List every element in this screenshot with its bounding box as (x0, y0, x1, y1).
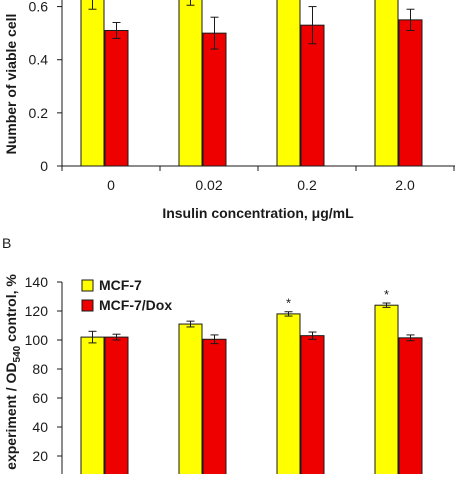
a-y-tick-label: 0.6 (29, 0, 49, 15)
b-bar-s2-1 (202, 338, 227, 479)
panel-b-y-axis-title: experiment / OD540 control, % (3, 274, 23, 470)
b-y-tick-label: 20 (32, 448, 48, 464)
b-y-tick-label: 100 (25, 332, 49, 348)
b-significance-marker: * (384, 287, 389, 302)
panel-b-letter: B (2, 235, 11, 251)
a-bar-s1-3 (374, 0, 399, 167)
panel-b-bars: ** (80, 287, 423, 479)
b-y-tick-label: 140 (25, 274, 49, 290)
panel-a-tick-labels: 0 0.2 0.4 0.6 0 0.02 0.2 2.0 (29, 0, 415, 193)
a-bar-s1-1 (178, 0, 203, 167)
b-significance-marker: * (286, 296, 291, 311)
a-bar-s2-0 (104, 29, 129, 167)
a-x-tick-label: 2.0 (395, 177, 415, 193)
b-bar-s1-3 (374, 304, 399, 479)
a-bar-s2-1 (202, 32, 227, 167)
a-y-tick-label: 0.4 (29, 52, 49, 68)
panel-a-chart: Number of viable cell 0 0.2 0.4 0.6 0 0.02 0.2… (3, 0, 455, 221)
b-bar-s1-1 (178, 323, 203, 479)
b-bar-s1-0 (80, 336, 105, 479)
a-bar-s2-3 (398, 19, 423, 167)
panel-b-y-axis-title-part: control, % (3, 274, 19, 346)
b-bar-s2-2 (300, 335, 325, 479)
b-y-tick-label: 40 (32, 419, 48, 435)
a-x-tick-label: 0.2 (297, 177, 317, 193)
b-y-tick-label: 60 (32, 390, 48, 406)
a-y-tick-label: 0 (40, 158, 48, 174)
legend-swatch-mcf7-dox (81, 299, 94, 312)
a-x-tick-label: 0 (107, 177, 115, 193)
legend-label-mcf7: MCF-7 (99, 277, 142, 293)
panel-a-x-axis-title: Insulin concentration, μg/mL (162, 205, 354, 221)
panel-b-tick-labels: 20 40 60 80 100 120 140 (25, 274, 49, 464)
legend-swatch-mcf7 (81, 279, 94, 292)
a-bar-s1-0 (80, 0, 105, 167)
legend-label-mcf7-dox: MCF-7/Dox (99, 297, 172, 313)
a-x-tick-label: 0.02 (195, 177, 222, 193)
b-bar-s2-0 (104, 336, 129, 479)
panel-b-axes (57, 281, 63, 474)
a-y-tick-label: 0.2 (29, 105, 49, 121)
b-y-tick-label: 80 (32, 361, 48, 377)
a-bar-s2-2 (300, 24, 325, 167)
a-bar-s1-2 (276, 0, 301, 167)
b-y-tick-label: 120 (25, 303, 49, 319)
panel-a-bars (80, 0, 423, 167)
panel-a-y-axis-title: Number of viable cell (3, 14, 19, 155)
b-bar-s1-2 (276, 313, 301, 479)
panel-b-y-axis-title-part: experiment / OD (3, 362, 19, 469)
panel-b-chart: B experiment / OD540 control, % ** 20406… (2, 235, 423, 479)
panel-b-y-axis-title-part: 540 (12, 345, 23, 362)
panel-b-legend: MCF-7 MCF-7/Dox (81, 277, 172, 313)
b-bar-s2-3 (398, 337, 423, 479)
